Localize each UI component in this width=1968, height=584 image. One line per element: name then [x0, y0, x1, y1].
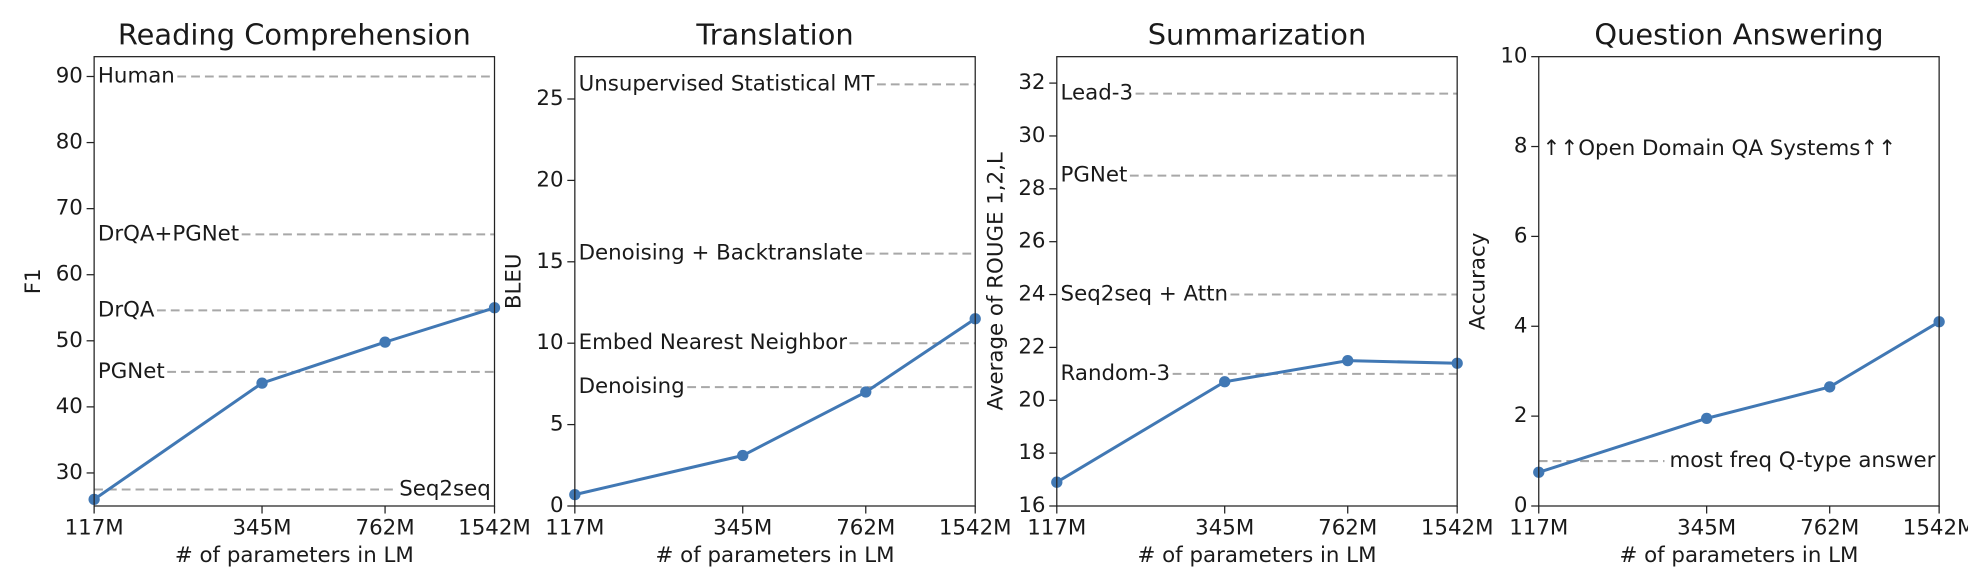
- y-tick-label: 30: [1018, 123, 1045, 148]
- baseline-label: Denoising: [579, 374, 685, 399]
- plot-frame: [1538, 56, 1940, 507]
- annotation: ↑↑Open Domain QA Systems↑↑: [1543, 136, 1897, 161]
- y-tick-label: 6: [1514, 223, 1528, 248]
- y-tick-label: 80: [56, 130, 83, 155]
- y-tick-label: 15: [536, 249, 563, 274]
- y-tick-label: 26: [1018, 229, 1045, 254]
- y-tick-label: 20: [1018, 387, 1045, 412]
- data-point: [1219, 376, 1231, 388]
- x-axis-label: # of parameters in LM: [1619, 543, 1858, 568]
- chart-title: Summarization: [1148, 18, 1367, 52]
- baseline-label: PGNet: [98, 359, 165, 384]
- baseline-label: most freq Q-type answer: [1669, 448, 1935, 473]
- data-point: [737, 449, 749, 462]
- data-point: [1342, 354, 1354, 367]
- x-tick-label: 762M: [1318, 516, 1377, 541]
- data-line: [93, 306, 495, 501]
- x-tick-label: 345M: [232, 516, 291, 541]
- data-point: [860, 386, 872, 398]
- y-tick-label: 16: [1018, 493, 1045, 518]
- plot-frame: [574, 56, 976, 507]
- x-tick-label: 117M: [65, 516, 124, 541]
- y-tick-label: 8: [1514, 134, 1528, 159]
- y-tick-label: 18: [1018, 440, 1045, 465]
- baseline-label: Lead-3: [1061, 81, 1134, 106]
- y-tick-label: 0: [550, 493, 564, 518]
- baseline-label: Denoising + Backtranslate: [579, 241, 864, 266]
- data-point: [1824, 381, 1836, 393]
- y-tick-label: 4: [1514, 313, 1528, 338]
- y-tick-label: 50: [56, 328, 83, 353]
- plot-frame: [93, 56, 496, 507]
- x-axis-label: # of parameters in LM: [175, 543, 414, 568]
- baseline-label: Unsupervised Statistical MT: [579, 71, 876, 96]
- data-line: [1056, 359, 1458, 484]
- data-point: [256, 377, 268, 389]
- y-tick-label: 10: [536, 330, 563, 355]
- data-line: [574, 317, 977, 497]
- y-tick-label: 28: [1018, 176, 1045, 201]
- y-tick-label: 5: [550, 412, 564, 437]
- x-tick-label: 117M: [1509, 516, 1568, 541]
- y-tick-label: 70: [56, 196, 83, 221]
- y-tick-label: 32: [1018, 70, 1045, 95]
- x-tick-label: 762M: [1800, 516, 1859, 541]
- y-tick-label: 20: [536, 167, 563, 192]
- y-tick-label: 90: [56, 63, 83, 88]
- x-tick-label: 762M: [356, 516, 415, 541]
- y-tick-label: 25: [536, 86, 563, 111]
- y-tick-label: 24: [1018, 282, 1045, 307]
- y-axis-label: Accuracy: [1466, 233, 1491, 330]
- chart-title: Translation: [695, 18, 853, 52]
- baseline-label: Human: [98, 63, 175, 88]
- plot-frame: [1056, 56, 1458, 507]
- x-axis-label: # of parameters in LM: [1137, 543, 1376, 568]
- x-tick-label: 1542M: [939, 516, 1012, 541]
- baseline-label: Seq2seq: [399, 476, 491, 501]
- y-tick-label: 10: [1500, 44, 1527, 69]
- y-tick-label: 22: [1018, 334, 1045, 359]
- x-tick-label: 345M: [1195, 516, 1254, 541]
- chart-title: Question Answering: [1594, 18, 1883, 52]
- y-tick-label: 60: [56, 262, 83, 287]
- x-tick-label: 345M: [713, 516, 772, 541]
- x-axis-label: # of parameters in LM: [656, 543, 895, 568]
- x-tick-label: 345M: [1677, 516, 1736, 541]
- y-tick-label: 2: [1514, 403, 1528, 428]
- baseline-label: Embed Nearest Neighbor: [579, 330, 848, 355]
- baseline-label: Seq2seq + Attn: [1061, 282, 1228, 307]
- data-line: [1538, 320, 1940, 474]
- x-tick-label: 1542M: [1903, 516, 1968, 541]
- y-tick-label: 0: [1514, 493, 1528, 518]
- y-axis-label: F1: [21, 268, 46, 294]
- x-tick-label: 762M: [836, 516, 895, 541]
- baseline-label: PGNet: [1061, 163, 1128, 188]
- x-tick-label: 1542M: [458, 516, 531, 541]
- x-tick-label: 1542M: [1421, 516, 1494, 541]
- x-tick-label: 117M: [1027, 516, 1086, 541]
- baseline-label: DrQA+PGNet: [98, 221, 239, 246]
- data-point: [1701, 412, 1713, 425]
- y-axis-label: BLEU: [502, 254, 527, 310]
- baseline-label: DrQA: [98, 297, 155, 322]
- y-tick-label: 30: [56, 460, 83, 485]
- chart-title: Reading Comprehension: [118, 18, 471, 52]
- baseline-label: Random-3: [1061, 361, 1171, 386]
- y-tick-label: 40: [56, 394, 83, 419]
- x-tick-label: 117M: [545, 516, 604, 541]
- data-point: [379, 336, 391, 348]
- y-axis-label: Average of ROUGE 1,2,L: [984, 152, 1009, 410]
